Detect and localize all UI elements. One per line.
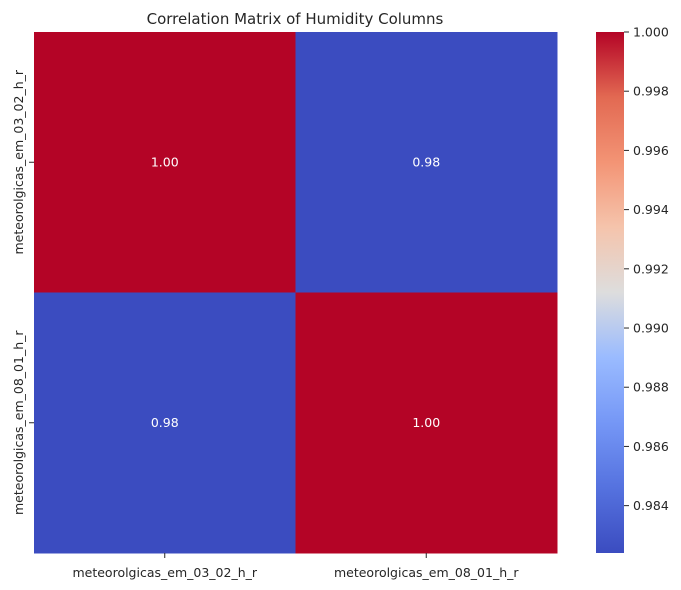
- colorbar-tick-label: 0.996: [633, 143, 669, 158]
- heatmap-cell: [295, 32, 558, 293]
- y-axis: meteorolgicas_em_03_02_h_r meteorolgicas_…: [11, 69, 34, 515]
- heatmap-cell: [295, 292, 558, 554]
- colorbar-gradient: [596, 32, 624, 553]
- cell-value-label: 0.98: [412, 154, 440, 169]
- heatmap-cell-labels: 1.00 0.98 0.98 1.00: [151, 154, 440, 430]
- heatmap-cell: [34, 32, 296, 293]
- colorbar-tick-label: 0.992: [633, 261, 669, 276]
- colorbar-tick-label: 0.998: [633, 84, 669, 99]
- colorbar-ticks: 0.984 0.986 0.988 0.990 0.992 0.994 0.996 0.998…: [624, 25, 669, 513]
- cell-value-label: 0.98: [151, 415, 179, 430]
- x-tick-label: meteorolgicas_em_08_01_h_r: [334, 565, 519, 580]
- colorbar-tick-label: 0.994: [633, 202, 669, 217]
- colorbar-tick-label: 0.988: [633, 380, 669, 395]
- colorbar-tick-label: 0.984: [633, 498, 669, 513]
- x-axis: meteorolgicas_em_03_02_h_r meteorolgicas_…: [72, 553, 519, 580]
- colorbar-tick-label: 1.000: [633, 25, 669, 40]
- colorbar-tick-label: 0.990: [633, 321, 669, 336]
- cell-value-label: 1.00: [151, 154, 179, 169]
- heatmap-cell: [34, 292, 296, 554]
- heatmap-cells: [34, 32, 558, 554]
- y-tick-label: meteorolgicas_em_03_02_h_r: [11, 69, 26, 254]
- colorbar: 0.984 0.986 0.988 0.990 0.992 0.994 0.996 0.998…: [596, 25, 669, 553]
- colorbar-tick-label: 0.986: [633, 439, 669, 454]
- cell-value-label: 1.00: [412, 415, 440, 430]
- chart-title: Correlation Matrix of Humidity Columns: [147, 10, 444, 28]
- y-tick-label: meteorolgicas_em_08_01_h_r: [11, 330, 26, 515]
- x-tick-label: meteorolgicas_em_03_02_h_r: [72, 565, 257, 580]
